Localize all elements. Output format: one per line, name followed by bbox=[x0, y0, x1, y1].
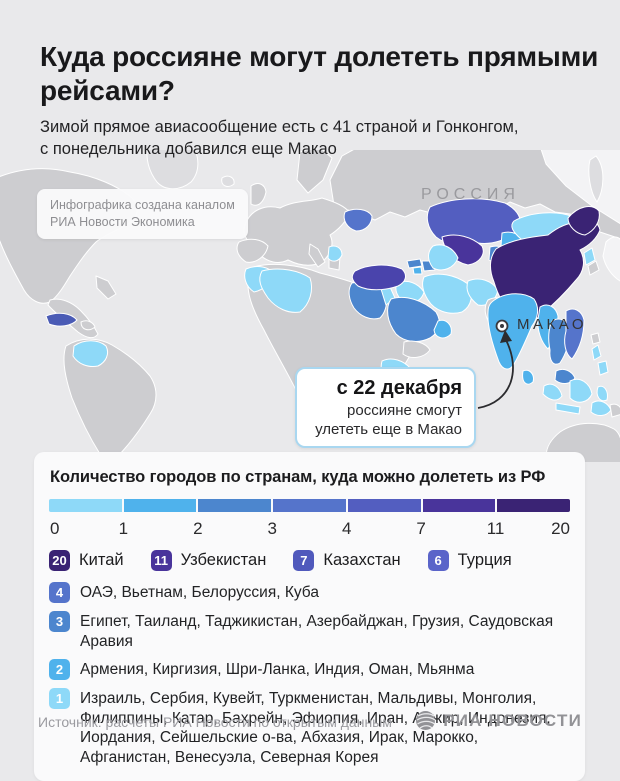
macao-callout: с 22 декабря россияне смогут улететь еще… bbox=[295, 367, 476, 448]
subtitle-line-2: с понедельника добавился еще Макао bbox=[40, 140, 337, 158]
country-label: Казахстан bbox=[323, 551, 401, 569]
subtitle-line-1: Зимой прямое авиасообщение есть с 41 стр… bbox=[40, 118, 519, 136]
country-india bbox=[487, 293, 539, 370]
tick-11: 11 bbox=[486, 519, 505, 538]
country-list: ОАЭ, Вьетнам, Белоруссия, Куба bbox=[80, 584, 319, 601]
greenland bbox=[146, 150, 199, 190]
country-label: Китай bbox=[79, 551, 124, 569]
scale-segment-5 bbox=[347, 499, 421, 512]
callout-text-2: улететь еще в Макао bbox=[315, 421, 462, 438]
tick-7: 7 bbox=[416, 519, 426, 538]
kamchatka bbox=[588, 155, 604, 203]
scale-segment-3 bbox=[198, 499, 272, 512]
country-cuba bbox=[45, 312, 78, 327]
country-serbia bbox=[327, 245, 343, 262]
tick-4: 4 bbox=[341, 519, 352, 538]
country-list: Армения, Киргизия, Шри-Ланка, Индия, Ома… bbox=[80, 661, 475, 678]
legend-row-3: 3 Египет, Таиланд, Таджикистан, Азербайд… bbox=[49, 611, 570, 651]
south-america bbox=[63, 338, 157, 462]
tick-20: 20 bbox=[551, 519, 570, 538]
credit-badge: Инфографика создана каналом РИА Новости … bbox=[37, 189, 248, 239]
callout-text-1: россияне смогут bbox=[347, 402, 462, 419]
country-vietnam bbox=[564, 308, 585, 360]
scale-ticks: 0 1 2 3 4 7 11 20 bbox=[49, 516, 570, 540]
country-turkey bbox=[351, 264, 406, 291]
country-iran bbox=[422, 273, 472, 314]
country-georgia bbox=[406, 258, 423, 269]
count-badge: 11 bbox=[150, 550, 172, 571]
legend-item-kazakhstan: 7 Казахстан bbox=[293, 550, 401, 571]
country-malaysia bbox=[554, 368, 576, 384]
legend-panel: Количество городов по странам, куда можн… bbox=[34, 452, 585, 781]
credit-line-2: РИА Новости Экономика bbox=[50, 215, 195, 229]
macao-label: МАКАО bbox=[517, 316, 588, 333]
credit-line-1: Инфографика создана каналом bbox=[50, 198, 235, 212]
color-scale-bar bbox=[49, 499, 570, 512]
iberia bbox=[236, 238, 269, 263]
logo-text: РИА НОВОСТИ bbox=[443, 710, 582, 730]
macao-arrowhead bbox=[500, 330, 512, 343]
page-subtitle: Зимой прямое авиасообщение есть с 41 стр… bbox=[40, 116, 580, 160]
page-title: Куда россияне могут долететь прямыми рей… bbox=[40, 41, 599, 106]
scandinavia bbox=[296, 150, 333, 194]
uk bbox=[250, 183, 267, 206]
scale-segment-4 bbox=[273, 499, 346, 512]
legend-title: Количество городов по странам, куда можн… bbox=[50, 468, 546, 486]
country-philippines bbox=[591, 344, 602, 361]
count-badge: 6 bbox=[427, 550, 449, 571]
scale-segment-2 bbox=[123, 499, 197, 512]
globe-icon bbox=[416, 711, 436, 730]
country-label: Узбекистан bbox=[180, 551, 267, 569]
europe bbox=[243, 197, 351, 266]
country-armenia bbox=[412, 266, 423, 275]
legend-item-uzbekistan: 11 Узбекистан bbox=[150, 550, 267, 571]
country-indonesia bbox=[542, 383, 563, 401]
country-sri-lanka bbox=[522, 369, 534, 385]
count-badge: 2 bbox=[49, 659, 70, 680]
country-saudi-arabia bbox=[387, 296, 440, 342]
tick-3: 3 bbox=[267, 519, 277, 538]
ria-novosti-logo: РИА НОВОСТИ bbox=[415, 710, 582, 731]
count-badge: 7 bbox=[293, 550, 315, 571]
tick-0: 0 bbox=[50, 519, 60, 538]
legend-item-turkey: 6 Турция bbox=[427, 550, 512, 571]
count-badge: 3 bbox=[49, 611, 70, 632]
source-note: Источник: расчеты РИА Новости по открыты… bbox=[38, 714, 392, 730]
country-north-korea bbox=[583, 247, 596, 266]
country-algeria bbox=[259, 268, 313, 313]
scale-segment-7 bbox=[497, 499, 570, 512]
scale-segment-6 bbox=[422, 499, 496, 512]
legend-row-4: 4 ОАЭ, Вьетнам, Белоруссия, Куба bbox=[49, 582, 570, 603]
country-oman bbox=[433, 319, 452, 339]
tick-1: 1 bbox=[118, 519, 129, 538]
country-label: Турция bbox=[457, 551, 512, 569]
legend-top-row: 20 Китай 11 Узбекистан 7 Казахстан 6 Тур… bbox=[49, 550, 570, 571]
macao-marker-dot bbox=[500, 324, 504, 328]
country-venezuela bbox=[72, 340, 109, 367]
macao-arrow bbox=[477, 339, 514, 409]
tick-2: 2 bbox=[193, 519, 203, 538]
scale-segment-1 bbox=[49, 499, 122, 512]
count-badge: 1 bbox=[49, 688, 70, 709]
legend-item-china: 20 Китай bbox=[49, 550, 124, 571]
count-badge: 4 bbox=[49, 582, 70, 603]
country-turkmenistan bbox=[428, 244, 459, 271]
country-list: Египет, Таиланд, Таджикистан, Азербайджа… bbox=[80, 613, 554, 650]
legend-row-2: 2 Армения, Киргизия, Шри-Ланка, Индия, О… bbox=[49, 659, 570, 680]
country-russia bbox=[329, 150, 620, 240]
callout-date: с 22 декабря bbox=[336, 377, 462, 399]
country-china-ne bbox=[567, 206, 600, 236]
country-belarus bbox=[343, 208, 373, 232]
russia-label: РОССИЯ bbox=[421, 186, 520, 203]
count-badge: 20 bbox=[49, 550, 70, 571]
